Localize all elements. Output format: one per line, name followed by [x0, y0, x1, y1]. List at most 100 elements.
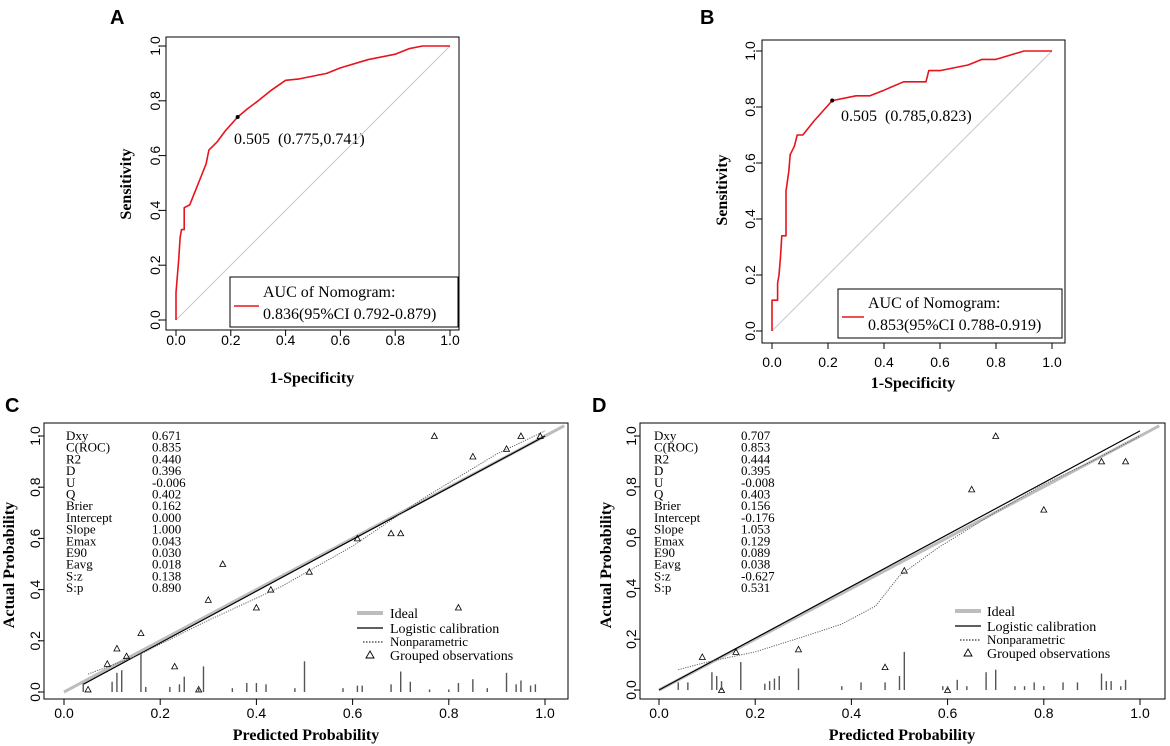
grouped-observation: [204, 596, 212, 603]
panel-d: D 0.0 0.2 0.4 0.6 0.8 1.0 0.0 0.2 0.4 0.6 0.8 1.0 P…: [592, 395, 1166, 744]
panel-d-legend-triangle: [963, 648, 973, 657]
y-tick-label: 0.6: [147, 146, 163, 166]
grouped-observation: [794, 645, 803, 653]
grouped-observation: [536, 432, 544, 439]
stat-name: Emax: [66, 533, 97, 548]
grouped-observation: [219, 560, 227, 567]
y-tick-label: 0.8: [27, 477, 43, 497]
y-tick-label: 0.0: [623, 680, 639, 700]
grouped-observation: [517, 432, 525, 439]
panel-c-x-axis: 0.0 0.2 0.4 0.6 0.8 1.0: [54, 698, 555, 721]
panel-a-legend: AUC of Nomogram: 0.836(95%CI 0.792-0.879…: [229, 276, 459, 328]
x-tick-label: 0.6: [331, 332, 351, 348]
panel-a-legend-value: 0.836(95%CI 0.792-0.879): [263, 306, 436, 323]
stat-name: Dxy: [654, 428, 677, 443]
stat-name: C(ROC): [654, 440, 698, 455]
panel-c-logistic-line: [82, 435, 546, 685]
stat-value: 0.018: [152, 557, 181, 572]
x-tick-label: 1.0: [440, 332, 460, 348]
grouped-observation: [900, 566, 908, 574]
stat-value: 0.043: [152, 533, 181, 548]
stat-name: Slope: [654, 522, 684, 537]
stat-value: 0.396: [152, 463, 182, 478]
panel-b-legend: AUC of Nomogram: 0.853(95%CI 0.788-0.919…: [837, 288, 1063, 339]
grouped-observation: [967, 485, 976, 493]
stat-name: E90: [66, 545, 87, 560]
stat-value: 0.853: [741, 440, 770, 455]
panel-c-y-axis: 0.0 0.2 0.4 0.6 0.8 1.0: [27, 426, 44, 702]
y-tick-label: 0.8: [742, 97, 758, 117]
panel-c-stats: Dxy 0.671 C(ROC) 0.835 R2 0.440 D 0.396 U -0.006 Q…: [66, 428, 186, 595]
grouped-observation: [732, 648, 740, 655]
panel-d-logistic-line: [658, 430, 1141, 691]
panel-b-cutoff-label: 0.505 (0.785,0.823): [841, 108, 972, 125]
panel-a-cutoff-point: [235, 114, 240, 119]
stat-name: Brier: [654, 498, 681, 513]
stat-value: 0.000: [152, 510, 181, 525]
y-tick-label: 0.2: [147, 255, 163, 275]
panel-a-legend-box: [229, 276, 459, 328]
stat-name: Brier: [66, 498, 93, 513]
panel-c-legend-grouped: Grouped observations: [390, 649, 513, 664]
panel-d-stats: Dxy 0.707 C(ROC) 0.853 R2 0.444 D 0.395 U -0.008 Q…: [654, 428, 775, 595]
stat-value: 0.531: [741, 580, 770, 595]
grouped-observation: [84, 685, 92, 693]
x-tick-label: 0.0: [649, 705, 669, 721]
y-tick-label: 0.0: [27, 682, 43, 702]
x-tick-label: 0.8: [1034, 705, 1054, 721]
panel-a-reference-diagonal: [175, 45, 451, 321]
grouped-observation: [1097, 457, 1106, 465]
panel-d-y-axis: 0.0 0.2 0.4 0.6 0.8 1.0: [623, 426, 640, 700]
stat-value: 0.138: [152, 568, 181, 583]
panel-c-legend-logistic: Logistic calibration: [390, 622, 499, 637]
panel-d-ylabel: Actual Probability: [598, 502, 615, 628]
x-tick-label: 0.8: [439, 705, 459, 721]
x-tick-label: 0.8: [385, 332, 405, 348]
x-tick-label: 1.0: [1042, 354, 1062, 370]
stat-name: R2: [654, 451, 669, 466]
y-tick-label: 0.4: [27, 580, 43, 600]
stat-name: Slope: [66, 522, 96, 537]
panel-b-ylabel: Sensitivity: [714, 154, 731, 225]
grouped-observation: [881, 663, 889, 671]
y-tick-label: 0.8: [623, 477, 639, 497]
stat-name: Eavg: [66, 557, 93, 572]
stat-value: 0.440: [152, 451, 181, 466]
stat-value: 0.403: [741, 487, 770, 502]
grouped-observation: [305, 567, 313, 575]
panel-a-legend-title: AUC of Nomogram:: [263, 284, 395, 301]
grouped-observation: [717, 686, 726, 693]
stat-name: S:p: [66, 580, 83, 595]
stat-value: -0.176: [741, 510, 775, 525]
panel-b-title: B: [700, 7, 714, 29]
panel-c-title: C: [5, 395, 19, 417]
stat-value: 0.835: [152, 440, 181, 455]
panel-a-ylabel: Sensitivity: [118, 148, 135, 219]
grouped-observation: [992, 432, 1000, 439]
panel-a: A 0.0 0.2 0.4 0.6 0.8 1.0 0.0 0.2 0.4 0.6 0.8 1.0 1…: [110, 7, 460, 387]
stat-name: S:z: [66, 568, 83, 583]
x-tick-label: 0.4: [842, 705, 862, 721]
x-tick-label: 0.0: [54, 705, 74, 721]
y-tick-label: 0.6: [623, 528, 639, 548]
stat-name: Q: [66, 487, 76, 502]
x-tick-label: 0.4: [247, 705, 267, 721]
panel-b-x-axis: 0.0 0.2 0.4 0.6 0.8 1.0: [762, 342, 1062, 370]
y-tick-label: 0.6: [27, 528, 43, 548]
stat-value: 0.444: [741, 451, 771, 466]
panel-c-legend-triangle: [365, 650, 375, 659]
panel-a-x-axis: 0.0 0.2 0.4 0.6 0.8 1.0: [166, 329, 460, 348]
grouped-observation: [502, 444, 511, 452]
y-tick-label: 0.2: [623, 629, 639, 649]
stat-value: -0.006: [152, 475, 186, 490]
x-tick-label: 0.0: [762, 354, 782, 370]
x-tick-label: 0.2: [221, 332, 241, 348]
panel-d-x-axis: 0.0 0.2 0.4 0.6 0.8 1.0: [649, 698, 1150, 721]
panel-d-legend: Ideal Logistic calibration Nonparametric…: [955, 605, 1110, 662]
x-tick-label: 0.2: [745, 705, 765, 721]
grouped-observation: [103, 660, 111, 667]
x-tick-label: 0.0: [166, 332, 186, 348]
stat-name: Eavg: [654, 557, 681, 572]
grouped-observation: [387, 529, 395, 537]
